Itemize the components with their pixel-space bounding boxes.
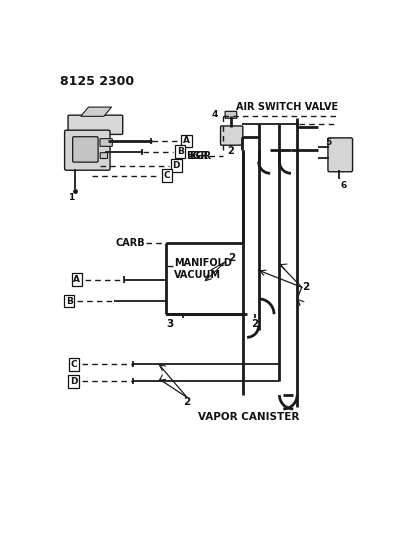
Text: D: D [172, 161, 180, 170]
Text: 2: 2 [183, 397, 190, 407]
FancyBboxPatch shape [220, 126, 242, 145]
Text: 2: 2 [227, 253, 234, 263]
Text: 2: 2 [302, 282, 309, 292]
Text: VAPOR CANISTER: VAPOR CANISTER [198, 412, 299, 422]
Text: 2: 2 [251, 319, 258, 329]
Text: EGR: EGR [185, 151, 207, 161]
FancyBboxPatch shape [100, 139, 112, 147]
Text: D: D [70, 377, 77, 386]
FancyBboxPatch shape [225, 111, 236, 118]
Text: CARB: CARB [115, 238, 144, 248]
FancyBboxPatch shape [68, 115, 122, 134]
Text: 6: 6 [339, 181, 346, 190]
Text: C: C [70, 360, 77, 369]
Text: A: A [182, 136, 189, 146]
Text: AIR SWITCH VALVE: AIR SWITCH VALVE [235, 102, 337, 112]
Text: C: C [163, 171, 170, 180]
FancyBboxPatch shape [327, 138, 352, 172]
FancyBboxPatch shape [65, 130, 110, 170]
Text: B: B [176, 147, 183, 156]
FancyBboxPatch shape [72, 137, 98, 162]
FancyBboxPatch shape [100, 152, 107, 158]
Text: MANIFOLD
VACUUM: MANIFOLD VACUUM [173, 258, 231, 280]
Text: A: A [73, 275, 80, 284]
Polygon shape [81, 107, 111, 116]
Text: 5: 5 [324, 138, 330, 147]
Text: 1: 1 [67, 193, 74, 203]
Text: 3: 3 [166, 319, 173, 329]
Text: 4: 4 [211, 109, 217, 118]
Text: B: B [65, 297, 72, 305]
Text: EGR: EGR [189, 151, 211, 161]
Text: 8125 2300: 8125 2300 [60, 75, 134, 88]
Text: 2: 2 [227, 146, 234, 156]
